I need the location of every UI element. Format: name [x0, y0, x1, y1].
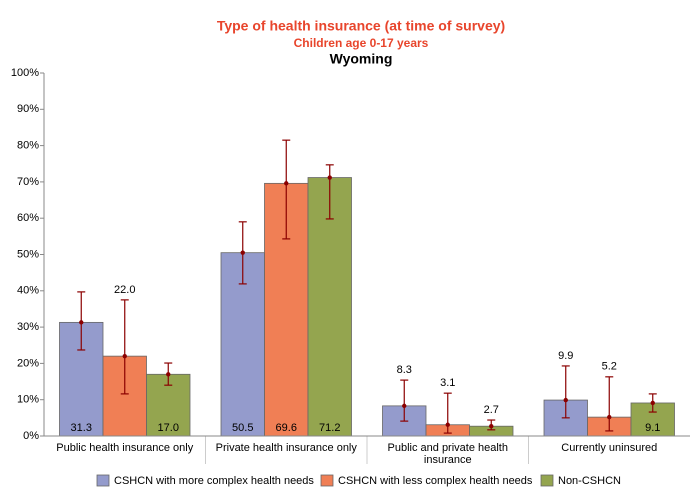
x-tick-label: Private health insurance only — [215, 442, 357, 454]
x-tick-label: Currently uninsured — [561, 442, 658, 454]
data-label: 50.5 — [232, 422, 253, 434]
y-tick-label: 60% — [17, 212, 39, 224]
legend-swatch — [540, 474, 554, 487]
data-label: 8.3 — [397, 364, 412, 376]
y-tick-label: 50% — [17, 248, 39, 260]
y-tick-label: 80% — [17, 140, 39, 152]
point-marker — [402, 403, 407, 409]
data-label: 2.7 — [484, 404, 499, 416]
point-marker — [166, 372, 171, 377]
y-tick-label: 70% — [17, 176, 39, 188]
data-label: 17.0 — [158, 422, 179, 434]
chart-subtitle: Children age 0-17 years — [294, 36, 429, 50]
y-tick-label: 90% — [17, 103, 39, 115]
data-label: 9.1 — [645, 422, 660, 434]
point-marker — [79, 320, 84, 325]
point-marker — [563, 397, 568, 403]
point-marker — [240, 250, 245, 255]
data-label: 3.1 — [440, 377, 455, 389]
y-tick-label: 0% — [23, 430, 39, 442]
point-marker — [607, 414, 612, 420]
legend-label: CSHCN with more complex health needs — [114, 475, 314, 487]
legend-swatch — [96, 474, 110, 487]
y-tick-label: 40% — [17, 285, 39, 297]
data-label: 71.2 — [319, 422, 340, 434]
y-tick-label: 20% — [17, 357, 39, 369]
x-tick-label: Public and private health insurance — [387, 442, 508, 466]
y-tick-label: 100% — [11, 67, 39, 79]
point-marker — [284, 181, 289, 186]
data-label: 31.3 — [71, 422, 92, 434]
legend-swatch — [320, 474, 334, 487]
data-label: 69.6 — [276, 422, 297, 434]
y-tick-label: 30% — [17, 321, 39, 333]
x-tick-label: Public health insurance only — [56, 442, 194, 454]
data-label: 9.9 — [558, 350, 573, 362]
point-marker — [650, 400, 655, 406]
point-marker — [327, 175, 332, 180]
point-marker — [445, 422, 450, 427]
bar — [307, 177, 352, 437]
y-tick-label: 10% — [17, 394, 39, 406]
point-marker — [122, 353, 127, 359]
data-label: 5.2 — [602, 361, 617, 373]
data-label: 22.0 — [114, 284, 135, 296]
chart-title: Type of health insurance (at time of sur… — [217, 18, 505, 34]
legend-label: Non-CSHCN — [558, 475, 621, 487]
chart-subtitle: Wyoming — [330, 51, 393, 67]
point-marker — [489, 423, 494, 429]
legend-label: CSHCN with less complex health needs — [338, 475, 533, 487]
